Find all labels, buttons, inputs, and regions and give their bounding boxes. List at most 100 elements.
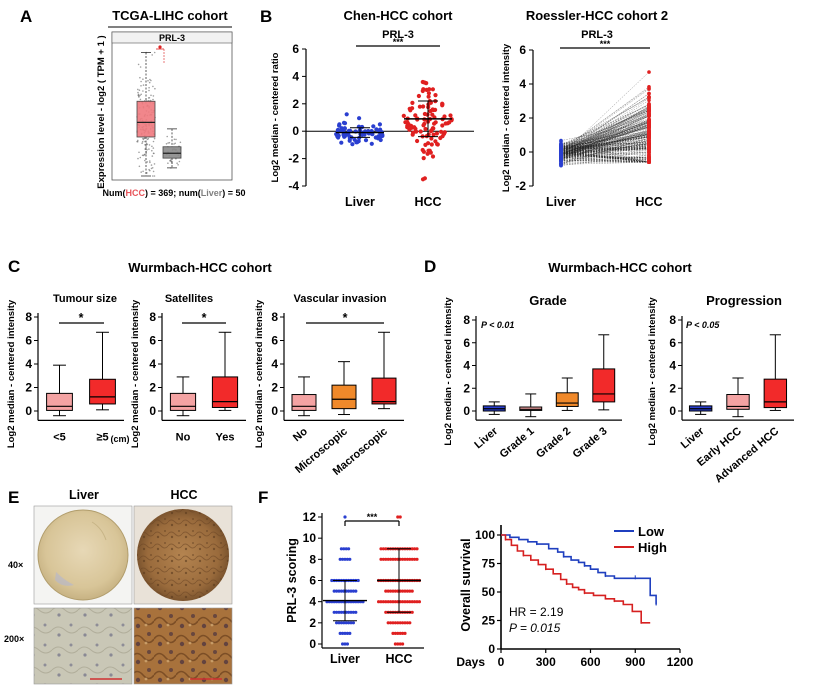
roessler-ytick-label: 0 <box>519 145 526 159</box>
roessler-pair-line <box>560 120 650 153</box>
a-jitter-point <box>137 157 139 160</box>
chen-point-hcc <box>448 113 453 118</box>
roessler-pair-line <box>560 120 650 157</box>
scoring-point-hcc <box>408 600 412 604</box>
roessler-pair-line <box>560 157 650 163</box>
roessler-pair-line <box>560 140 650 165</box>
a-jitter-point <box>148 86 150 89</box>
roessler-pair-line <box>560 105 650 157</box>
roessler-pair-line <box>560 130 650 160</box>
d-grade-ytick-label: 4 <box>463 359 470 373</box>
roessler-point-hcc <box>647 111 651 115</box>
roessler-point-hcc <box>647 156 651 161</box>
chen-point-hcc <box>421 123 426 128</box>
roessler-cat-liver: Liver <box>546 195 576 209</box>
roessler-point-hcc <box>647 86 651 90</box>
c-sat-ytick-label: 8 <box>149 310 156 324</box>
chen-point-liver <box>371 124 376 129</box>
a-jitter-point <box>139 66 142 68</box>
scoring-point-liver <box>337 589 341 593</box>
c-sat-yes-box <box>211 376 239 408</box>
a-jitter-point <box>147 97 150 99</box>
ihc-liver-40x <box>33 505 133 605</box>
chen-point-hcc <box>426 141 431 146</box>
a-jitter-point <box>142 170 144 173</box>
panel-a-ylabel: Expression level - log2 ( TPM + 1 ) <box>96 35 107 188</box>
scoring-point-hcc <box>410 557 414 561</box>
scoring-point-hcc <box>413 600 417 604</box>
chen-point-hcc <box>424 81 429 86</box>
chen-point-liver <box>339 128 344 133</box>
scoring-point-hcc <box>403 600 407 604</box>
roessler-pair-line <box>560 133 650 157</box>
survival-ytick-label: 100 <box>475 528 495 542</box>
chen-ylabel: Log2 median - centered ratio <box>270 52 281 182</box>
scoring-point-liver <box>343 515 347 519</box>
chen-point-hcc <box>440 134 445 139</box>
scoring-point-liver <box>351 621 355 625</box>
scoring-point-hcc <box>403 621 407 625</box>
c-tumour-unit: (cm) <box>110 434 129 444</box>
scoring-plot: 0 2 4 6 8 10 12 PRL-3 scoring *** Liver HCC <box>285 510 424 666</box>
roessler-pair-line <box>560 145 650 163</box>
c-sat-ytick-label: 4 <box>149 357 156 371</box>
a-jitter-point <box>138 96 140 98</box>
chen-point-hcc <box>431 126 436 131</box>
scoring-point-hcc <box>410 600 414 604</box>
scoring-point-hcc <box>386 557 390 561</box>
a-jitter-point <box>152 170 155 173</box>
chen-point-hcc <box>426 148 431 153</box>
roessler-ytick-label: 4 <box>519 77 526 91</box>
c-tumour-ytick-label: 8 <box>25 310 32 324</box>
chen-point-hcc <box>433 93 438 98</box>
scoring-point-hcc <box>398 515 402 519</box>
scoring-point-liver <box>341 631 345 636</box>
c-vasc-no-label: No <box>291 425 310 444</box>
scoring-point-hcc <box>379 600 383 604</box>
scoring-point-liver <box>347 610 351 614</box>
ihc-col-liver: Liver <box>69 488 99 502</box>
scoring-point-liver <box>345 642 349 646</box>
scoring-point-liver <box>339 610 343 614</box>
c-vasc-ytick-label: 0 <box>271 404 278 418</box>
c-vasc-ylabel: Log2 median - centered intensity <box>254 299 265 448</box>
d-grade-title: Grade <box>529 293 567 308</box>
scoring-point-liver <box>347 589 351 593</box>
a-jitter-point <box>144 140 146 143</box>
a-jitter-point <box>152 140 155 143</box>
roessler-pair-line <box>560 125 650 150</box>
c-vasc-title: Vascular invasion <box>294 293 387 305</box>
a-jitter-point <box>144 159 146 162</box>
scoring-point-hcc <box>379 547 383 551</box>
roessler-pair-line <box>560 130 650 153</box>
scoring-ytick-label: 10 <box>303 531 317 545</box>
chen-point-hcc <box>415 138 420 144</box>
roessler-pair-line <box>560 97 650 148</box>
a-jitter-point <box>139 156 142 159</box>
d-prog-ytick-label: 6 <box>669 336 676 350</box>
panel-d-title: Wurmbach-HCC cohort <box>548 260 692 275</box>
scoring-point-hcc <box>413 557 417 561</box>
a-jitter-point <box>151 54 153 56</box>
survival-legend-high: High <box>638 540 667 555</box>
a-jitter-point <box>173 138 176 141</box>
a-jitter-point <box>146 161 149 163</box>
scoring-point-liver <box>332 589 336 593</box>
roessler-point-hcc <box>647 160 651 164</box>
a-jitter-point <box>139 98 142 101</box>
a-jitter-point <box>177 164 179 166</box>
survival-legend-low: Low <box>638 524 665 539</box>
panel-c: C Wurmbach-HCC cohort Tumour size Log2 me… <box>6 257 404 478</box>
chen-point-hcc <box>420 79 425 85</box>
chen-point-liver <box>357 116 362 121</box>
c-tumour-ytick-label: 0 <box>25 404 32 418</box>
scoring-point-liver <box>344 547 348 551</box>
scoring-point-hcc <box>396 631 400 636</box>
scoring-point-liver <box>345 557 349 561</box>
c-sat-sig: * <box>202 311 207 325</box>
c-tumour-sig: * <box>79 311 84 325</box>
roessler-pair-line <box>560 125 650 158</box>
a-jitter-point <box>153 51 156 54</box>
scoring-cat-hcc: HCC <box>385 652 412 666</box>
d-grade-grade-2-label: Grade 2 <box>534 425 573 461</box>
